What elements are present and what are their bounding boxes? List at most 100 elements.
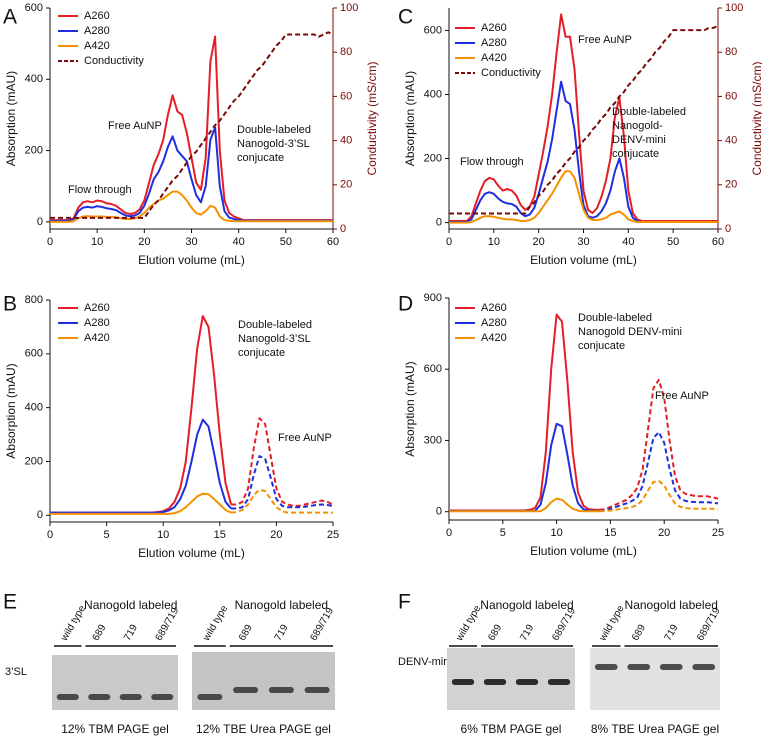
annotation: Nanogold- xyxy=(612,120,663,132)
annotation: Free AuNP xyxy=(655,390,709,402)
x-tick-label: 0 xyxy=(47,236,53,248)
y-tick-label: 600 xyxy=(25,348,43,360)
annotation: DENV-mini xyxy=(612,134,666,146)
data-line xyxy=(50,31,334,219)
data-line xyxy=(599,431,719,512)
lane-label: 719 xyxy=(122,622,140,642)
gel-band xyxy=(88,694,111,700)
sample-label: DENV-mini xyxy=(398,656,452,668)
x-axis-label: Elution volume (mL) xyxy=(138,546,245,560)
lane-label: wild type xyxy=(454,603,484,643)
y-tick-label: 600 xyxy=(424,363,442,375)
x-tick-label: 30 xyxy=(185,236,197,248)
x-tick-label: 10 xyxy=(488,236,500,248)
x-tick-label: 25 xyxy=(327,529,339,541)
data-line xyxy=(50,492,232,515)
legend-label: A260 xyxy=(84,302,110,314)
x-tick-label: 15 xyxy=(604,527,616,539)
x-tick-label: 5 xyxy=(104,529,110,541)
y-axis-label: Absorption (mAU) xyxy=(4,363,18,458)
y-tick-label: 400 xyxy=(25,73,43,85)
gel-band xyxy=(627,664,651,670)
data-line xyxy=(230,488,333,514)
panel-label: D xyxy=(398,293,413,316)
gel-caption: 6% TBM PAGE gel xyxy=(461,722,562,736)
y2-tick-label: 80 xyxy=(725,46,737,58)
gel-caption: 12% TBE Urea PAGE gel xyxy=(196,722,331,736)
y-axis-label: Absorption (mAU) xyxy=(403,71,417,166)
y-tick-label: 0 xyxy=(37,509,43,521)
gel-caption: 8% TBE Urea PAGE gel xyxy=(591,722,719,736)
legend-label: A260 xyxy=(481,22,507,34)
y2-tick-label: 80 xyxy=(340,46,352,58)
panel-label: B xyxy=(3,293,17,316)
gel-band xyxy=(56,694,79,700)
x-tick-label: 0 xyxy=(446,236,452,248)
annotation: Flow through xyxy=(68,184,132,196)
annotation: Double-labeled xyxy=(237,124,311,136)
legend-label: A420 xyxy=(84,332,110,344)
x-axis-label: Elution volume (mL) xyxy=(138,253,245,267)
gel-band xyxy=(451,679,475,685)
gel-band xyxy=(197,694,223,700)
x-tick-label: 5 xyxy=(500,527,506,539)
sample-label: 3’SL xyxy=(5,666,27,678)
y-tick-label: 800 xyxy=(25,294,43,306)
gel-band xyxy=(119,694,142,700)
x-tick-label: 50 xyxy=(280,236,292,248)
x-tick-label: 40 xyxy=(622,236,634,248)
gel-band xyxy=(515,679,539,685)
y-tick-label: 0 xyxy=(436,217,442,229)
lane-label: 689 xyxy=(630,622,648,642)
y-tick-label: 600 xyxy=(424,24,442,36)
x-tick-label: 50 xyxy=(667,236,679,248)
data-line xyxy=(449,497,600,513)
y2-tick-label: 60 xyxy=(725,90,737,102)
y2-tick-label: 20 xyxy=(725,179,737,191)
y-tick-label: 300 xyxy=(424,434,442,446)
gel-caption: 12% TBM PAGE gel xyxy=(61,722,169,736)
x-tick-label: 10 xyxy=(157,529,169,541)
legend-label: A280 xyxy=(84,25,110,37)
y2-tick-label: 100 xyxy=(725,2,743,14)
lane-label: wild type xyxy=(597,603,627,643)
y-tick-label: 900 xyxy=(424,292,442,304)
data-line xyxy=(449,422,600,512)
x-tick-label: 15 xyxy=(214,529,226,541)
y2-tick-label: 100 xyxy=(340,2,358,14)
lane-label: wild type xyxy=(201,603,231,643)
y-tick-label: 400 xyxy=(25,402,43,414)
legend-label: A420 xyxy=(481,332,507,344)
annotation: Flow through xyxy=(460,156,524,168)
x-tick-label: 0 xyxy=(446,527,452,539)
annotation: Nanogold-3’SL xyxy=(238,333,311,345)
panel-label: A xyxy=(3,6,17,29)
y-tick-label: 0 xyxy=(37,216,43,228)
legend-label: A260 xyxy=(84,10,110,22)
lane-label: 689 xyxy=(237,622,255,642)
annotation: conjucate xyxy=(238,347,285,359)
gel-band xyxy=(659,664,683,670)
y-tick-label: 200 xyxy=(25,455,43,467)
y-tick-label: 200 xyxy=(424,152,442,164)
y2-tick-label: 20 xyxy=(340,179,352,191)
data-line xyxy=(599,378,719,511)
gel-header: Nanogold labeled xyxy=(84,598,177,612)
legend-label: A280 xyxy=(481,317,507,329)
legend-label: A260 xyxy=(481,302,507,314)
x-axis-label: Elution volume (mL) xyxy=(530,544,637,558)
annotation: Double-labeled xyxy=(238,319,312,331)
annotation: conjucate xyxy=(237,152,284,164)
gel-image xyxy=(590,648,720,710)
data-line xyxy=(50,190,333,223)
data-line xyxy=(449,313,600,512)
x-tick-label: 20 xyxy=(138,236,150,248)
annotation: Free AuNP xyxy=(108,120,162,132)
data-line xyxy=(231,455,334,510)
gel-band xyxy=(268,687,294,693)
y2-tick-label: 0 xyxy=(725,223,731,235)
annotation: conjucate xyxy=(578,340,625,352)
data-line xyxy=(449,170,718,224)
data-line xyxy=(50,315,233,514)
